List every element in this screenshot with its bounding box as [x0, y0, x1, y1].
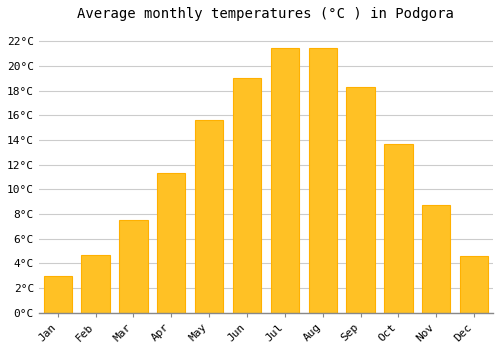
- Bar: [270, 48, 299, 313]
- Bar: [460, 256, 488, 313]
- Bar: [384, 144, 412, 313]
- Bar: [233, 78, 261, 313]
- Bar: [195, 120, 224, 313]
- Title: Average monthly temperatures (°C ) in Podgora: Average monthly temperatures (°C ) in Po…: [78, 7, 454, 21]
- Bar: [157, 173, 186, 313]
- Bar: [82, 255, 110, 313]
- Bar: [422, 205, 450, 313]
- Bar: [346, 87, 375, 313]
- Bar: [308, 48, 337, 313]
- Bar: [44, 276, 72, 313]
- Bar: [119, 220, 148, 313]
